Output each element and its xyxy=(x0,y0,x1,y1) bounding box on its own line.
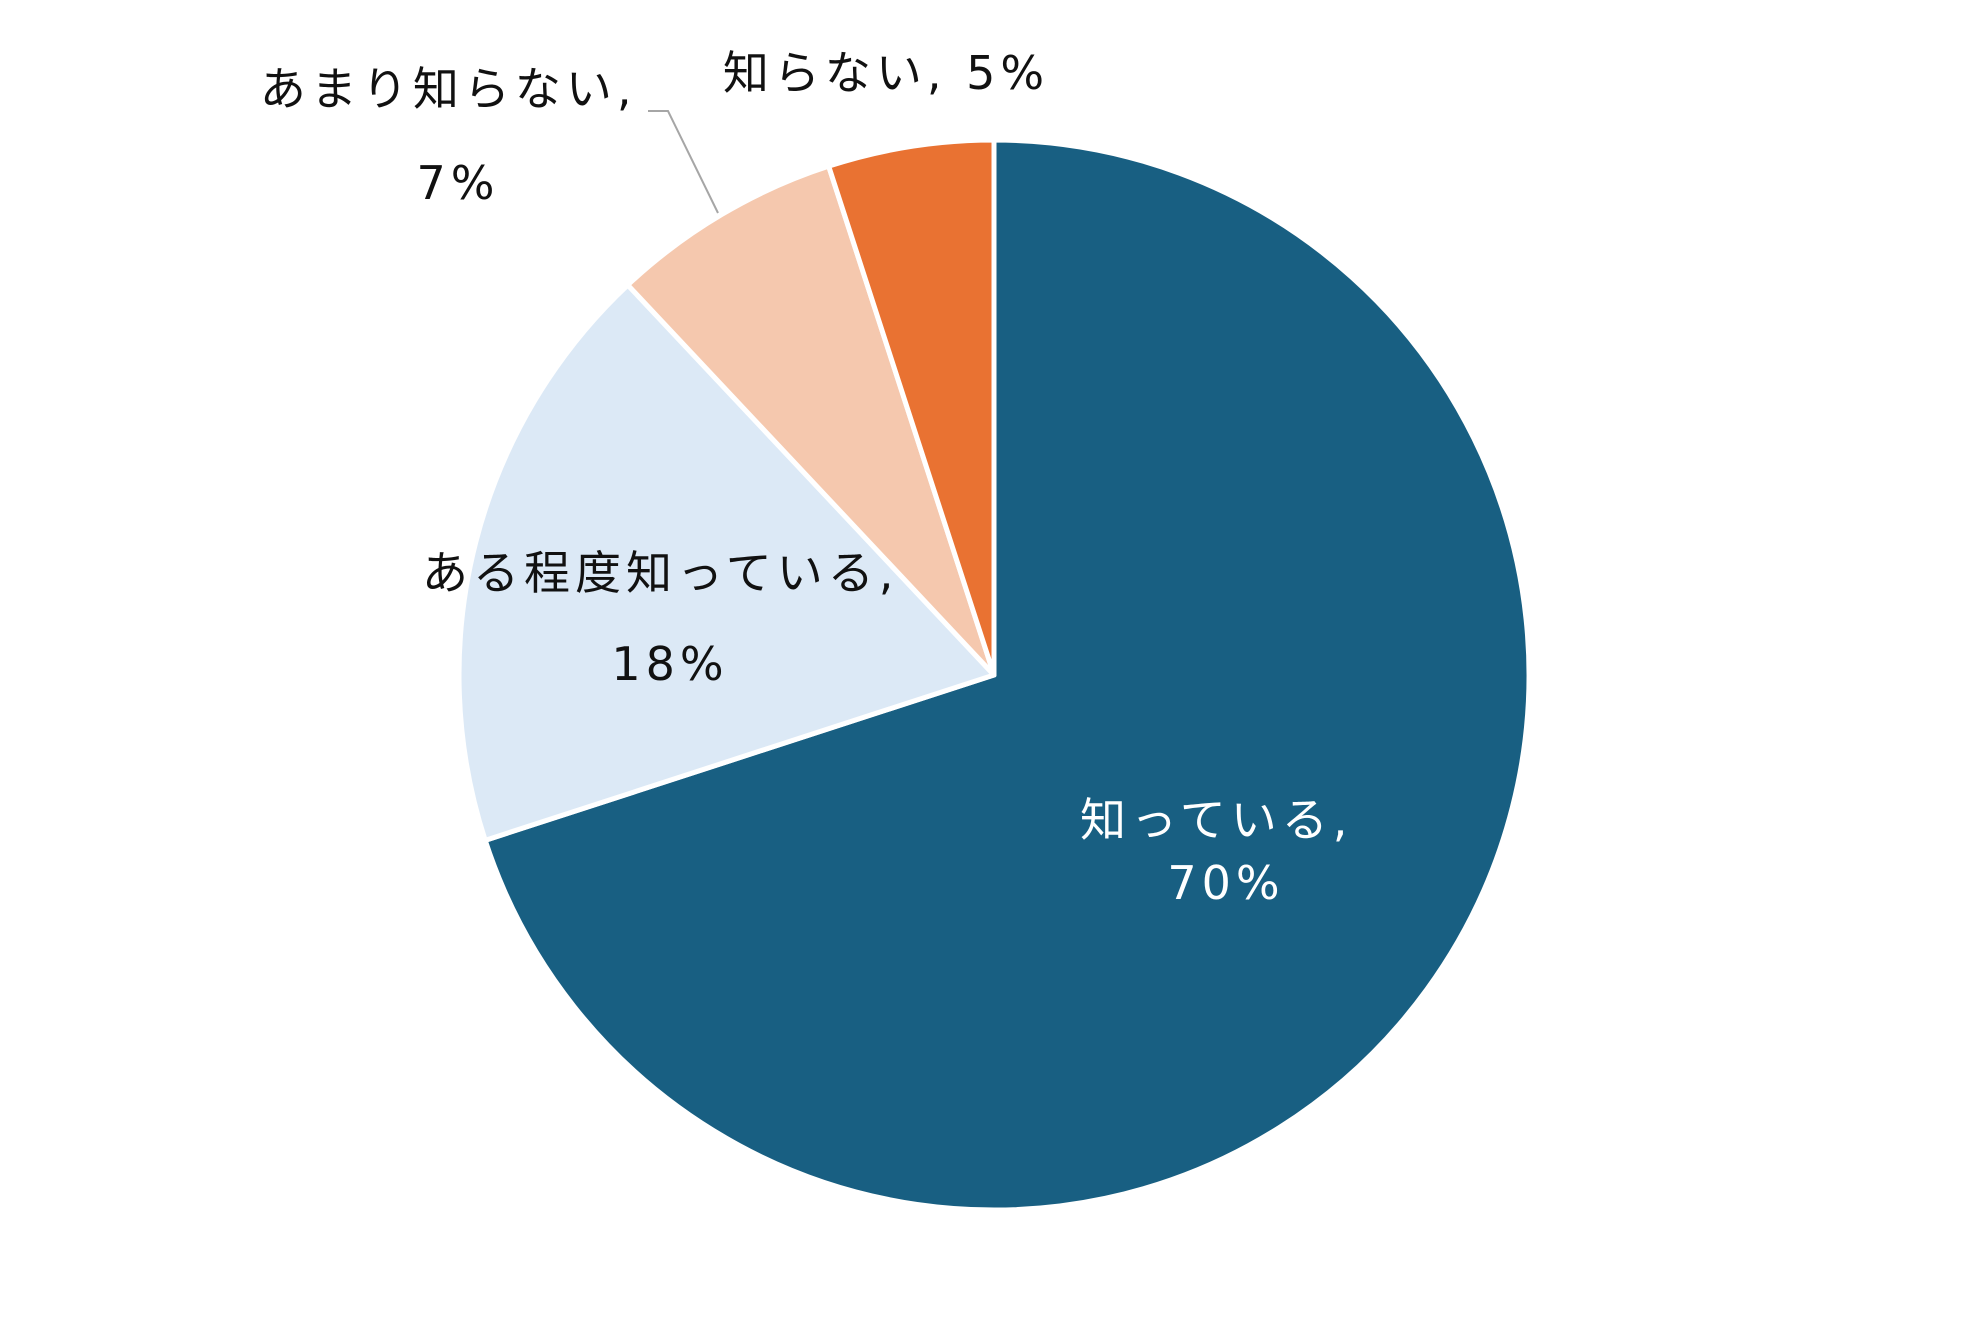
label-separator: , xyxy=(879,546,918,600)
pie-slice xyxy=(826,137,997,678)
value-label: 5% xyxy=(966,46,1049,100)
category-label: ある程度知っている xyxy=(422,546,879,600)
pie-slice xyxy=(482,137,1532,1213)
pie-slice xyxy=(456,282,997,843)
data-label: 知らない, 5% xyxy=(723,46,1049,100)
category-label: 知らない xyxy=(723,46,927,100)
data-label: ある程度知っている, 18% xyxy=(422,546,918,691)
label-separator: , xyxy=(1333,793,1372,847)
data-label: 知っている, 70% xyxy=(1080,793,1372,910)
label-separator: , xyxy=(617,62,656,116)
leader-line xyxy=(648,110,719,214)
category-label: あまり知らない xyxy=(260,62,617,116)
data-label: あまり知らない, 7% xyxy=(260,62,656,210)
pie-slice xyxy=(625,163,997,678)
label-separator: , xyxy=(927,46,966,100)
value-label: 7% xyxy=(417,156,500,210)
value-label: 18% xyxy=(611,637,728,691)
category-label: 知っている xyxy=(1080,793,1333,847)
value-label: 70% xyxy=(1167,856,1284,910)
